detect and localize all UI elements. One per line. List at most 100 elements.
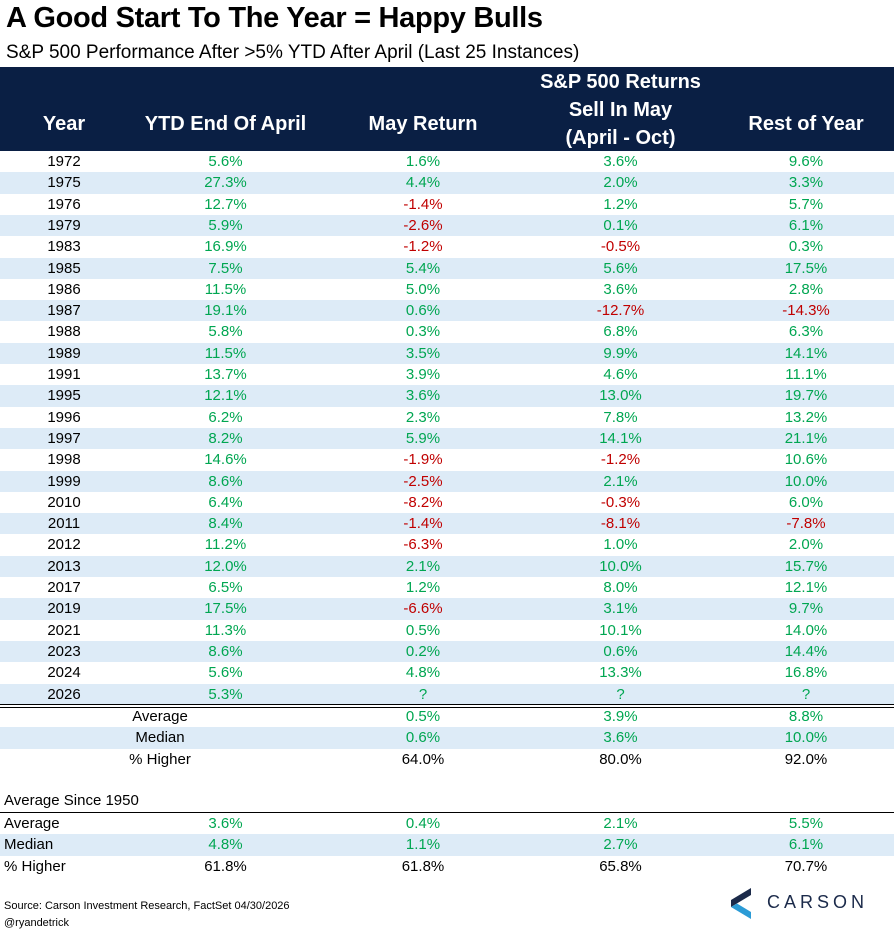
- year-cell: 1986: [47, 280, 81, 298]
- header-may: May Return: [368, 113, 478, 135]
- may-cell: -8.2%: [403, 493, 443, 511]
- ytd-cell: 12.1%: [204, 387, 247, 405]
- sell-cell: 5.6%: [603, 259, 638, 277]
- rest-cell: 21.1%: [784, 429, 828, 447]
- sell-cell: 6.8%: [603, 323, 638, 341]
- may-cell: ?: [418, 685, 428, 703]
- rest-cell: 12.1%: [784, 579, 828, 596]
- summary-may: 0.6%: [405, 729, 441, 747]
- since-rest: 70.7%: [784, 857, 828, 875]
- since-rest: 6.1%: [788, 836, 824, 854]
- summary-may: 0.5%: [405, 708, 441, 725]
- since-may: 0.4%: [405, 815, 441, 832]
- may-cell: -1.4%: [403, 195, 443, 213]
- may-cell: 3.5%: [405, 344, 441, 362]
- since-1950-row: % Higher 61.8% 61.8% 65.8% 70.7%: [0, 856, 894, 877]
- may-cell: 0.2%: [405, 642, 441, 660]
- year-cell: 1995: [47, 387, 81, 405]
- ytd-cell: 12.0%: [204, 557, 247, 575]
- table-row: 1983 16.9% -1.2% -0.5% 0.3%: [0, 236, 894, 257]
- rest-cell: ?: [801, 685, 811, 703]
- rest-cell: 5.7%: [788, 195, 824, 213]
- year-cell: 2017: [47, 579, 81, 596]
- table-row: 1991 13.7% 3.9% 4.6% 11.1%: [0, 364, 894, 385]
- rest-cell: -14.3%: [782, 302, 830, 320]
- table-row: 1989 11.5% 3.5% 9.9% 14.1%: [0, 342, 894, 364]
- table-divider: [0, 704, 894, 708]
- sell-cell: 3.6%: [603, 280, 638, 298]
- table-row: 1985 7.5% 5.4% 5.6% 17.5%: [0, 257, 894, 279]
- sell-cell: 10.0%: [599, 557, 642, 575]
- summary-row: % Higher 64.0% 80.0% 92.0%: [0, 749, 894, 770]
- summary-rest: 10.0%: [784, 729, 828, 747]
- year-cell: 2021: [47, 621, 81, 639]
- ytd-cell: 5.9%: [208, 216, 243, 234]
- may-cell: 3.9%: [405, 366, 441, 383]
- rest-cell: 2.8%: [788, 280, 824, 298]
- since-label: Median: [4, 836, 54, 854]
- since-ytd: 3.6%: [208, 815, 243, 832]
- carson-logo-text: CARSON: [767, 892, 869, 912]
- ytd-cell: 27.3%: [204, 174, 247, 192]
- table-row: 1975 27.3% 4.4% 2.0% 3.3%: [0, 172, 894, 194]
- table-row: 1986 11.5% 5.0% 3.6% 2.8%: [0, 279, 894, 300]
- may-cell: -2.5%: [403, 472, 443, 490]
- may-cell: 4.4%: [405, 174, 441, 192]
- since-label: % Higher: [4, 857, 66, 875]
- may-cell: 1.2%: [405, 579, 441, 596]
- table-row: 2011 8.4% -1.4% -8.1% -7.8%: [0, 513, 894, 535]
- table-row: 2021 11.3% 0.5% 10.1% 14.0%: [0, 620, 894, 641]
- may-cell: 0.5%: [405, 621, 441, 639]
- rest-cell: 16.8%: [784, 664, 828, 682]
- rest-cell: 15.7%: [784, 557, 828, 575]
- table-row: 1995 12.1% 3.6% 13.0% 19.7%: [0, 385, 894, 407]
- rest-cell: 13.2%: [784, 408, 828, 426]
- may-cell: 3.6%: [405, 387, 441, 405]
- header-group-title: S&P 500 Returns: [540, 71, 701, 93]
- since-rest: 5.5%: [788, 815, 824, 832]
- summary-sell: 3.6%: [603, 729, 638, 747]
- summary-rest: 92.0%: [784, 750, 828, 768]
- ytd-cell: 5.8%: [208, 323, 243, 341]
- ytd-cell: 11.5%: [204, 344, 247, 362]
- since-ytd: 4.8%: [208, 836, 243, 854]
- table-row: 1988 5.8% 0.3% 6.8% 6.3%: [0, 321, 894, 342]
- summary-row: Median 0.6% 3.6% 10.0%: [0, 727, 894, 749]
- sell-cell: 4.6%: [603, 366, 638, 383]
- year-cell: 2019: [47, 600, 81, 618]
- ytd-cell: 6.2%: [208, 408, 243, 426]
- may-cell: 4.8%: [405, 664, 441, 682]
- since-sell: 65.8%: [599, 857, 642, 875]
- ytd-cell: 17.5%: [204, 600, 247, 618]
- year-cell: 1989: [47, 344, 81, 362]
- year-cell: 1979: [47, 216, 81, 234]
- rest-cell: 6.0%: [788, 493, 824, 511]
- year-cell: 1999: [47, 472, 81, 490]
- summary-sell: 80.0%: [599, 750, 642, 768]
- rest-cell: 19.7%: [784, 387, 828, 405]
- year-cell: 2013: [47, 557, 81, 575]
- summary-may: 64.0%: [401, 750, 445, 768]
- since-label: Average: [4, 815, 60, 832]
- summary-label: % Higher: [129, 750, 191, 768]
- source-note: Source: Carson Investment Research, Fact…: [4, 900, 290, 912]
- ytd-cell: 8.6%: [208, 642, 243, 660]
- rest-cell: 9.7%: [788, 600, 824, 618]
- year-cell: 1972: [47, 153, 81, 170]
- ytd-cell: 11.2%: [204, 536, 247, 554]
- table-row: 2023 8.6% 0.2% 0.6% 14.4%: [0, 640, 894, 663]
- ytd-cell: 8.2%: [208, 429, 243, 447]
- rest-cell: 2.0%: [788, 536, 824, 554]
- year-cell: 2024: [47, 664, 81, 682]
- table-row: 2017 6.5% 1.2% 8.0% 12.1%: [0, 577, 894, 598]
- rest-cell: -7.8%: [786, 515, 826, 533]
- table-row: 2019 17.5% -6.6% 3.1% 9.7%: [0, 598, 894, 620]
- sell-cell: -1.2%: [600, 451, 641, 469]
- ytd-cell: 6.5%: [208, 579, 243, 596]
- sell-cell: -0.5%: [600, 238, 641, 256]
- sell-cell: 10.1%: [599, 621, 642, 639]
- year-cell: 1991: [47, 366, 81, 383]
- ytd-cell: 12.7%: [204, 195, 247, 213]
- sell-cell: 0.6%: [603, 642, 638, 660]
- header-ytd: YTD End Of April: [144, 113, 307, 135]
